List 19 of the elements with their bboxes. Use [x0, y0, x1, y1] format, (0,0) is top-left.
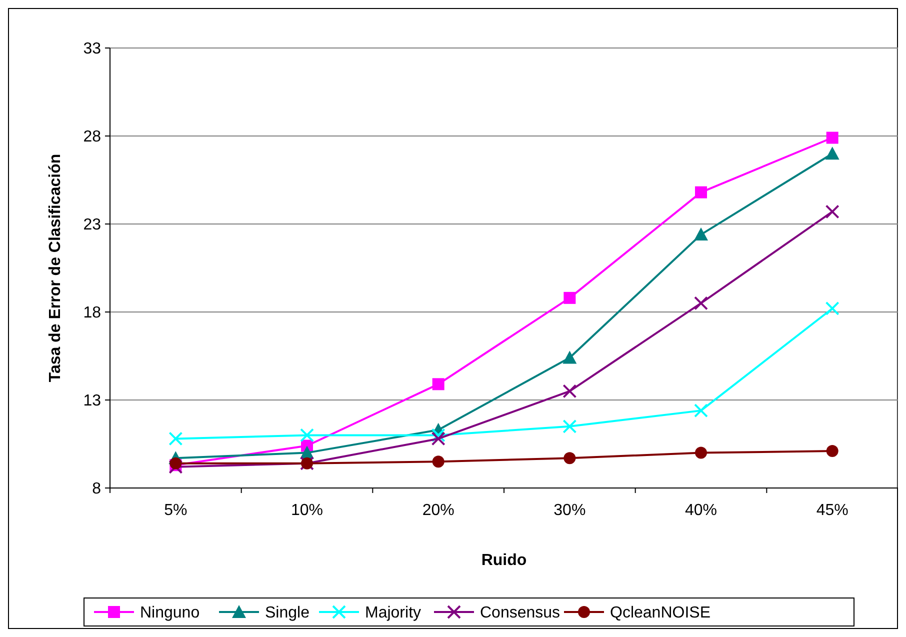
x-tick-label: 10%	[290, 502, 324, 519]
x-tick-label: 30%	[554, 502, 586, 519]
legend-label: QcleanNOISE	[610, 604, 710, 622]
y-tick-label: 18	[83, 304, 102, 322]
y-tick-label: 13	[83, 392, 102, 410]
x-tick-label: 5%	[164, 502, 188, 519]
y-tick-label: 8	[92, 480, 102, 498]
legend-label: Majority	[365, 604, 422, 622]
x-axis-title: Ruido	[481, 552, 527, 569]
legend-label: Single	[265, 604, 310, 622]
y-tick-label: 33	[83, 40, 102, 58]
y-axis-title: Tasa de Error de Clasificación	[47, 154, 64, 382]
y-tick-label: 23	[83, 216, 102, 234]
x-tick-label: 20%	[422, 502, 454, 519]
x-tick-label: 45%	[816, 502, 848, 519]
legend-label: Ninguno	[140, 604, 200, 622]
y-tick-label: 28	[83, 128, 102, 146]
x-tick-label: 40%	[684, 502, 718, 519]
legend-label: Consensus	[480, 604, 560, 622]
